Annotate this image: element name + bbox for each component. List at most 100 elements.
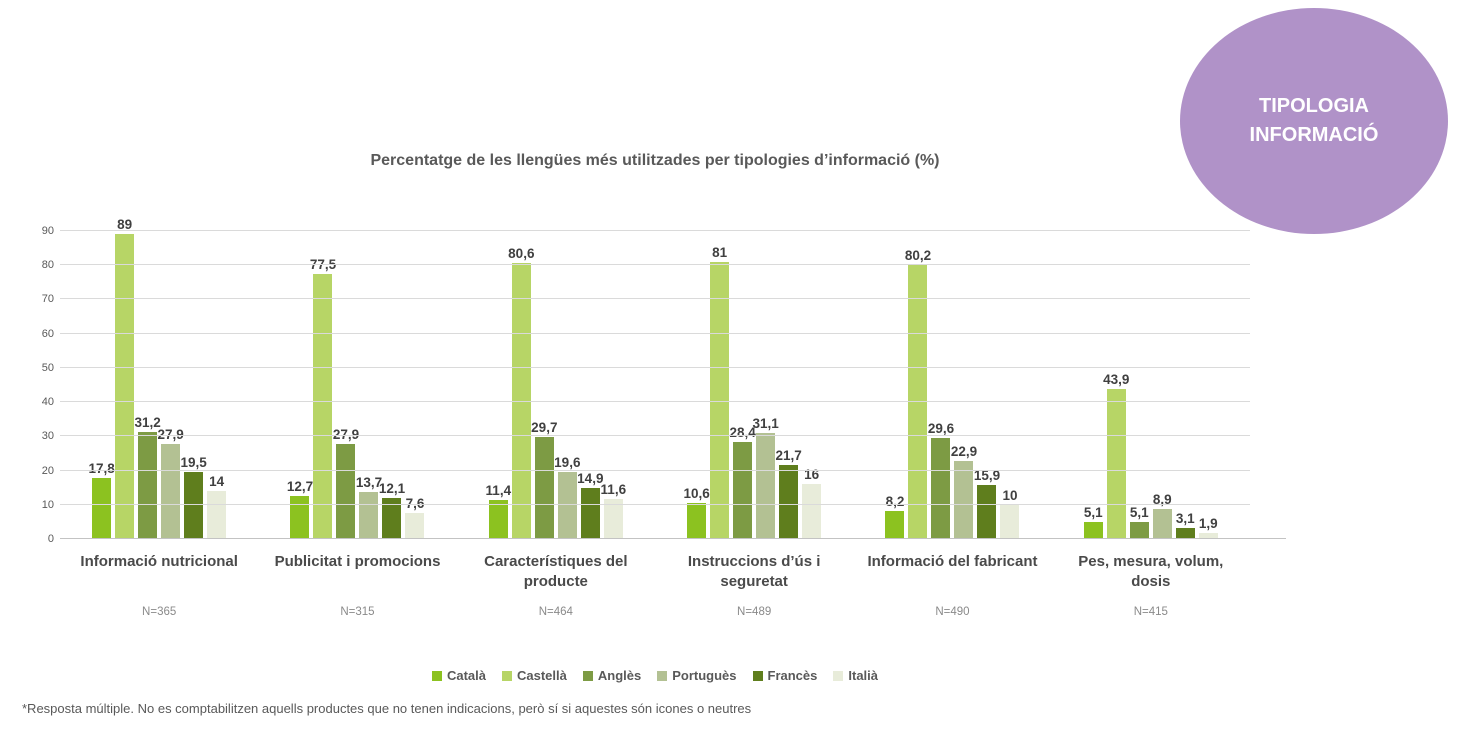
bar-portuguès: 8,9 [1152,492,1172,539]
bar-group: 11,4 80,6 29,7 19,6 14,9 11,6 [457,231,655,539]
y-tick-label: 60 [41,327,54,340]
value-label: 5,1 [1083,504,1103,520]
plot-area: 17,88931,227,919,51412,777,527,913,712,1… [60,217,1286,539]
value-label: 3,1 [1175,511,1195,527]
gridline [60,401,1250,403]
bar-portuguès: 31,1 [753,416,779,539]
bar-italià: 1,9 [1198,516,1218,539]
y-tick-label: 80 [41,259,54,272]
legend-item-castellà: Castellà [502,668,567,683]
gridline [60,332,1250,334]
value-label: 14,9 [577,471,604,487]
bar-català: 11,4 [486,483,511,539]
value-label: 89 [117,217,133,233]
bar-castellà: 43,9 [1103,372,1129,539]
bar-group: 12,7 77,5 27,9 13,7 12,1 7,6 [258,231,456,539]
value-label: 13,7 [355,475,383,491]
legend-label: Italià [848,668,879,683]
legend-item-català: Català [431,668,486,683]
legend-item-francès: Francès [752,668,818,683]
bar-portuguès: 13,7 [356,475,382,539]
value-label: 16 [804,467,820,483]
bar-francès: 19,5 [181,455,207,539]
bar-group: 10,6 81 28,4 31,1 21,7 16 [655,231,853,539]
y-tick-label: 10 [41,498,54,511]
category-label: Instruccions d’ús i seguretat [687,553,821,590]
gridline [60,366,1250,368]
y-tick-label: 20 [41,464,54,477]
value-label: 17,8 [89,461,115,476]
bar-castellà: 89 [115,217,135,539]
sample-size-label: N=365 [142,606,177,618]
bar-català: 10,6 [684,486,710,539]
sample-size-label: N=490 [935,606,970,618]
bar-català: 17,8 [89,461,115,539]
legend-item-anglès: Anglès [582,668,641,683]
bar-francès: 3,1 [1175,511,1195,539]
y-tick-label: 30 [41,430,54,443]
bar-castellà: 77,5 [310,257,336,539]
bar-italià: 11,6 [601,482,626,539]
category-labels-row: Informació nutricional Publicitat i promo… [60,552,1250,592]
y-axis: 0 10 20 30 40 50 60 70 80 90 [8,225,54,545]
bar-portuguès: 19,6 [554,455,580,539]
sample-size-label: N=464 [538,606,573,618]
y-tick-label: 40 [41,396,54,409]
gridline [60,435,1250,437]
legend-swatch [657,670,668,681]
tipologia-informacio-badge: TIPOLOGIA INFORMACIÓ [1180,8,1448,234]
value-label: 31,2 [134,415,161,431]
bar-francès: 14,9 [577,471,603,539]
bar-anglès: 5,1 [1129,505,1149,539]
y-tick-label: 70 [41,293,54,306]
bar-portuguès: 27,9 [158,427,184,539]
category-label: Informació del fabricant [867,553,1038,570]
bar-portuguès: 22,9 [951,444,977,539]
value-label: 43,9 [1103,371,1130,387]
value-label: 11,6 [600,482,627,498]
category-label: Publicitat i promocions [274,553,441,570]
legend-swatch [502,670,512,681]
bar-català: 8,2 [885,494,905,539]
legend-swatch [582,670,593,681]
legend-item-portuguès: Portuguès [657,668,737,683]
value-label: 15,9 [973,467,1001,483]
chart-legend: Català Castellà Anglès Portuguès Francès Ital… [60,668,1250,683]
badge-text-line2: INFORMACIÓ [1249,124,1379,146]
bar-francès: 15,9 [974,468,1000,539]
gridline [60,469,1250,471]
value-label: 29,6 [927,420,955,436]
value-label: 19,6 [554,454,581,470]
gridline [60,264,1250,266]
sample-size-label: N=489 [737,606,772,618]
sample-size-label: N=415 [1133,606,1168,618]
badge-text-line1: TIPOLOGIA [1259,95,1369,117]
legend-swatch [833,670,844,681]
category-label: Pes, mesura, volum, dosis [1078,553,1224,590]
value-label: 31,1 [752,415,779,431]
value-label: 14 [209,474,225,490]
value-label: 8,9 [1152,491,1172,507]
category-label: Característiques del producte [484,553,628,590]
legend-label: Català [446,668,486,683]
bar-groups-container: 17,88931,227,919,51412,777,527,913,712,1… [60,217,1250,539]
legend-swatch [431,670,442,681]
chart-title: Percentatge de les llengües més utilitza… [370,152,940,169]
value-label: 27,9 [332,426,360,442]
legend-label: Portuguès [672,668,737,683]
legend-label: Francès [767,668,818,683]
footnote: *Resposta múltiple. No es comptabilitzen… [22,701,752,716]
value-label: 1,9 [1198,515,1218,531]
y-tick-label: 50 [41,361,54,374]
value-label: 29,7 [531,420,558,436]
value-label: 7,6 [405,496,425,511]
sample-size-row: N=365 N=315 N=464 N=489 N=490 N=415 [60,606,1250,618]
value-label: 12,7 [286,478,314,494]
value-label: 80,2 [904,247,932,263]
legend-swatch [752,670,763,681]
gridline [60,230,1250,231]
value-label: 11,4 [485,483,512,498]
bar-anglès: 27,9 [333,427,359,539]
value-label: 5,1 [1129,504,1149,520]
value-label: 19,5 [180,455,207,471]
